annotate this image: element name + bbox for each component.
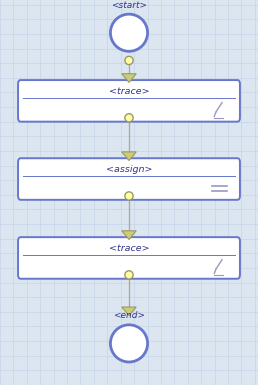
Text: <assign>: <assign> bbox=[106, 165, 152, 174]
FancyBboxPatch shape bbox=[18, 80, 240, 122]
Ellipse shape bbox=[125, 56, 133, 65]
Text: <end>: <end> bbox=[113, 311, 145, 320]
Ellipse shape bbox=[125, 114, 133, 122]
Ellipse shape bbox=[110, 325, 148, 362]
FancyBboxPatch shape bbox=[18, 237, 240, 279]
Text: <trace>: <trace> bbox=[109, 87, 149, 95]
Text: <start>: <start> bbox=[111, 0, 147, 10]
Ellipse shape bbox=[125, 271, 133, 279]
FancyBboxPatch shape bbox=[18, 158, 240, 200]
Ellipse shape bbox=[125, 192, 133, 200]
Polygon shape bbox=[122, 307, 136, 316]
Polygon shape bbox=[122, 74, 136, 82]
Text: <trace>: <trace> bbox=[109, 244, 149, 253]
Polygon shape bbox=[122, 152, 136, 161]
Polygon shape bbox=[122, 231, 136, 239]
Ellipse shape bbox=[110, 14, 148, 51]
